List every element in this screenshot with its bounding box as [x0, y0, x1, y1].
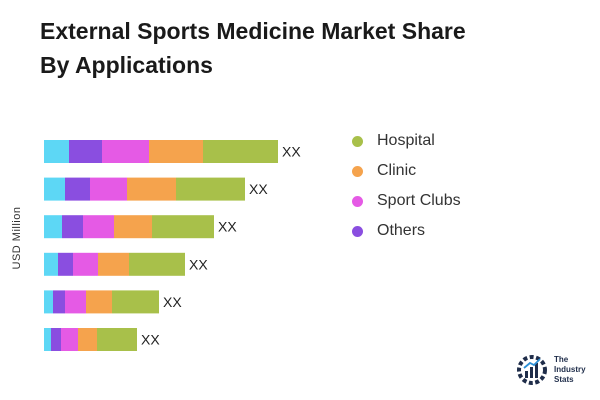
brand-line-3: Stats — [554, 375, 574, 384]
brand-line-1: The — [554, 355, 569, 364]
bar-segment-row-6-series-1 — [44, 328, 51, 351]
bar-segment-row-4-series-3 — [73, 252, 98, 276]
legend-label-sport-clubs: Sport Clubs — [377, 192, 461, 209]
chart-title-line-1: External Sports Medicine Market Share — [40, 18, 466, 44]
brand-line-2: Industry — [554, 365, 586, 374]
bar-data-label-3: XX — [218, 219, 237, 235]
bar-segment-row-1-series-4 — [149, 140, 203, 163]
bar-segment-row-2-series-5 — [176, 177, 245, 201]
bar-segment-row-2-series-2 — [65, 177, 90, 201]
legend-swatch-others — [352, 225, 363, 237]
bar-segment-row-5-series-3 — [65, 290, 86, 314]
bar-segment-row-5-series-1 — [44, 290, 53, 314]
legend-item-hospital: Hospital — [352, 126, 461, 156]
legend-label-hospital: Hospital — [377, 132, 435, 149]
bar-segment-row-6-series-3 — [61, 328, 78, 351]
legend-label-others: Others — [377, 222, 426, 239]
bar-segment-row-3-series-3 — [83, 215, 114, 239]
bar-segment-row-1-series-2 — [69, 140, 102, 163]
bar-segment-row-4-series-1 — [44, 252, 58, 276]
bar-segment-row-3-series-4 — [114, 215, 152, 239]
legend-item-clinic: Clinic — [352, 156, 461, 186]
bar-segment-row-5-series-5 — [112, 290, 159, 314]
legend-swatch-clinic — [352, 165, 363, 177]
chart-title: External Sports Medicine Market Share By… — [40, 14, 580, 82]
bar-segment-row-1-series-5 — [203, 140, 278, 163]
bar-segment-row-5-series-2 — [53, 290, 65, 314]
bar-segment-row-2-series-3 — [90, 177, 127, 201]
bar-segment-row-6-series-5 — [97, 328, 137, 351]
legend: Hospital Clinic Sport Clubs Others — [352, 126, 461, 246]
bar-segment-row-1-series-1 — [44, 140, 69, 163]
bar-data-label-5: XX — [163, 294, 182, 310]
bar-data-label-6: XX — [141, 332, 160, 348]
bar-data-label-2: XX — [249, 181, 268, 197]
bar-segment-row-3-series-2 — [62, 215, 83, 239]
bar-data-label-4: XX — [189, 256, 208, 272]
chart-title-line-2: By Applications — [40, 52, 213, 78]
bar-segment-row-4-series-4 — [98, 252, 129, 276]
bar-segment-row-4-series-2 — [58, 252, 73, 276]
bar-segment-row-3-series-5 — [152, 215, 214, 239]
brand-logo: The Industry Stats — [514, 352, 586, 388]
legend-swatch-hospital — [352, 135, 363, 147]
bar-segment-row-6-series-4 — [78, 328, 97, 351]
brand-name: The Industry Stats — [554, 355, 586, 385]
legend-item-sport-clubs: Sport Clubs — [352, 186, 461, 216]
legend-item-others: Others — [352, 216, 461, 246]
bar-segment-row-2-series-4 — [127, 177, 176, 201]
bar-segment-row-5-series-4 — [86, 290, 112, 314]
bar-data-label-1: XX — [282, 144, 301, 160]
bar-segment-row-4-series-5 — [129, 252, 185, 276]
legend-label-clinic: Clinic — [377, 162, 417, 179]
bar-segment-row-1-series-3 — [102, 140, 149, 163]
gear-chart-icon — [517, 355, 547, 385]
bar-segment-row-6-series-2 — [51, 328, 61, 351]
bar-segment-row-3-series-1 — [44, 215, 62, 239]
legend-swatch-sport-clubs — [352, 195, 363, 207]
bar-segment-row-2-series-1 — [44, 177, 65, 201]
